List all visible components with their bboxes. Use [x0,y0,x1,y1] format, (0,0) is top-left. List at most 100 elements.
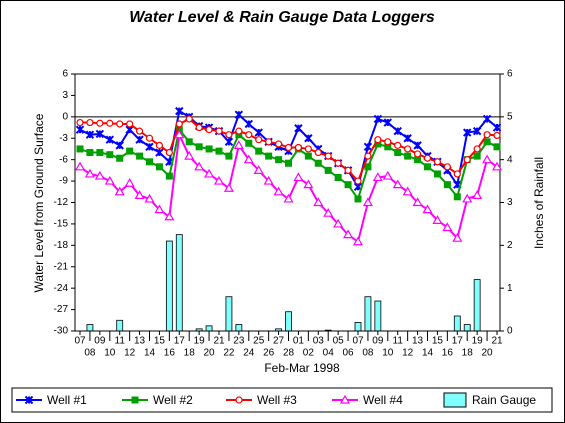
rain-bar [473,279,481,332]
marker [76,145,84,153]
marker [234,110,244,119]
marker [453,170,461,178]
marker [293,172,304,182]
marker [382,170,393,180]
rain-bar [205,325,213,332]
marker [106,151,114,159]
x-tick-label: 24 [243,348,255,359]
rain-bar [364,296,372,332]
rain-bar [86,324,94,332]
marker [165,148,173,157]
y-tick-label: 0 [62,111,68,122]
marker [442,222,453,232]
marker [274,140,283,148]
marker [472,126,482,136]
marker [225,131,233,139]
y-tick-label: -30 [54,326,69,337]
x-tick-label: 20 [482,348,494,359]
marker [304,134,313,143]
legend-label: Well #4 [363,393,403,407]
y-tick-label: -9 [59,176,68,187]
marker [412,197,423,207]
legend-label: Well #3 [257,393,297,407]
rain-bar [116,319,124,332]
marker [303,179,314,189]
x-tick-label: 28 [283,348,295,359]
marker [324,152,332,160]
marker [323,207,334,217]
marker [304,145,312,153]
marker [195,143,203,151]
x-tick-label: 25 [253,336,265,347]
marker [255,136,263,144]
x-tick-label: 16 [164,348,176,359]
marker [74,161,86,171]
marker [443,181,451,189]
x-tick-label: 27 [273,336,285,347]
marker [334,174,342,182]
marker [354,177,362,185]
marker [84,168,95,178]
y-tick-label: -24 [54,283,69,294]
marker [114,186,125,196]
marker [105,135,114,144]
marker [414,156,422,164]
legend-marker [235,396,243,404]
marker [164,211,175,221]
marker [493,143,501,151]
marker [244,119,253,129]
marker [104,175,115,185]
marker [175,120,183,128]
marker [205,145,213,153]
x-tick-label: 15 [154,336,166,347]
marker [144,193,155,203]
marker [394,141,402,149]
marker [492,123,502,132]
marker [135,127,144,135]
marker [245,131,253,139]
marker [344,166,352,174]
marker [344,181,352,189]
x-tick-label: 03 [313,336,325,347]
marker [473,152,481,160]
marker [493,131,501,139]
marker [452,232,463,242]
marker [94,170,105,180]
marker [304,152,312,160]
marker [403,134,412,143]
marker [75,125,85,134]
marker [314,159,322,167]
x-tick-label: 15 [432,336,444,347]
marker [136,152,144,160]
marker [116,154,124,162]
legend-label: Well #1 [47,393,87,407]
legend-swatch [443,392,467,408]
x-tick-label: 09 [372,336,384,347]
marker [145,142,154,152]
marker [313,197,324,207]
marker [155,163,163,171]
marker [294,143,303,152]
y-tick-label: -27 [54,304,69,315]
marker [245,139,253,147]
x-tick-label: 14 [422,348,434,359]
marker [86,118,94,127]
marker [185,115,193,123]
marker [285,159,292,167]
marker [404,145,412,153]
marker [95,129,105,139]
marker [462,193,473,203]
x-tick-label: 19 [194,336,206,347]
marker [215,147,223,155]
rain-bar [374,300,382,332]
x-tick-label: 11 [115,336,126,347]
marker [284,143,293,152]
marker [483,131,491,139]
marker [283,193,294,203]
marker [194,161,205,171]
marker [76,118,84,127]
marker [424,163,431,171]
x-tick-label: 21 [491,336,503,347]
x-tick-label: 01 [293,336,305,347]
marker [413,141,422,150]
